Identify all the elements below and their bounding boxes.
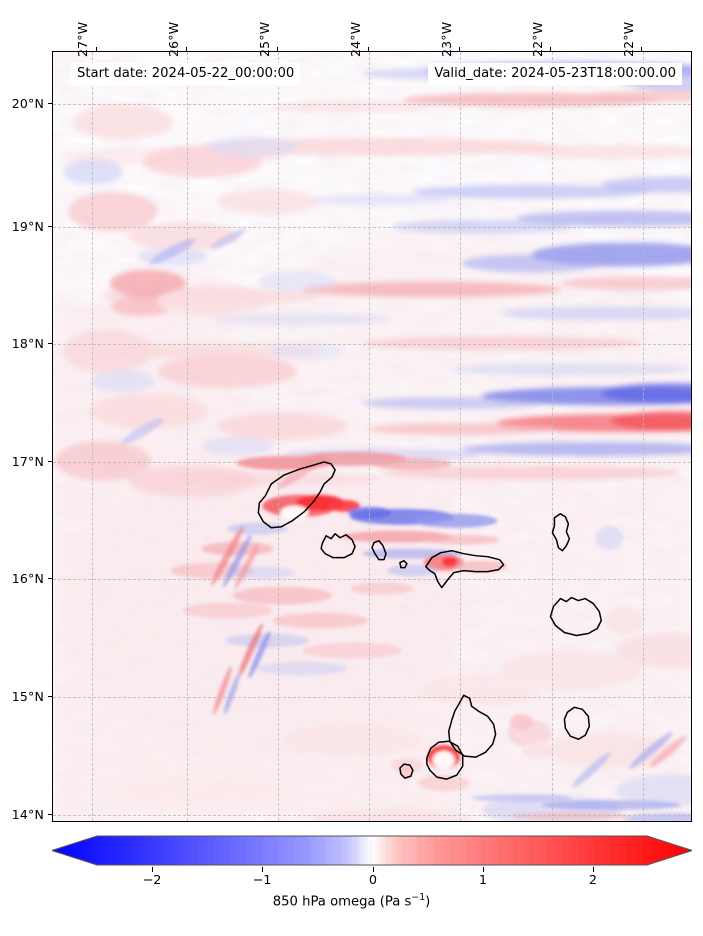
x-tick [96,47,97,51]
colorbar-tick [483,867,484,872]
x-tick [459,47,460,51]
x-tick [368,47,369,51]
start-date-annotation: Start date: 2024-05-22_00:00:00 [71,63,301,86]
x-tick-label: 22°W [530,21,545,57]
colorbar-title-exponent: −1 [411,892,426,903]
colorbar-tick-label: 0 [368,873,378,888]
y-tick-label: 16°N [11,571,44,586]
x-tick-label: 26°W [166,21,181,57]
y-tick-label: 20°N [11,96,44,111]
y-tick [48,461,52,462]
colorbar-title-tail: ) [425,894,431,910]
colorbar-tick [593,867,594,872]
y-tick [48,696,52,697]
x-tick-label: 22°W [621,21,636,57]
y-tick [48,226,52,227]
y-tick-label: 19°N [11,219,44,234]
colorbar-title: 850 hPa omega (Pa s−1) [0,892,703,909]
colorbar-tick [152,867,153,872]
x-tick [277,47,278,51]
omega-field-heatmap [53,52,691,821]
map-axes[interactable]: Start date: 2024-05-22_00:00:00 Valid_da… [52,51,692,822]
valid-date-annotation: Valid_date: 2024-05-23T18:00:00.00 [428,63,682,86]
x-tick-label: 24°W [348,21,363,57]
colorbar-tick [373,867,374,872]
x-tick-label: 27°W [75,21,90,57]
y-tick [48,578,52,579]
y-tick [48,343,52,344]
colorbar-tick-label: 2 [588,873,598,888]
colorbar[interactable]: −2 −1 0 1 2 [52,834,692,888]
x-tick [186,47,187,51]
x-tick-label: 23°W [439,21,454,57]
y-tick-label: 14°N [11,807,44,822]
y-tick [48,814,52,815]
y-tick-label: 17°N [11,454,44,469]
x-tick [641,47,642,51]
colorbar-tick [262,867,263,872]
colorbar-tick-label: 1 [478,873,488,888]
colorbar-title-main: 850 hPa omega (Pa s [272,894,412,910]
y-tick-label: 15°N [11,689,44,704]
colorbar-tick-label: −1 [252,873,272,888]
x-tick [550,47,551,51]
y-tick [48,103,52,104]
colorbar-tick-label: −2 [142,873,162,888]
x-tick-label: 25°W [257,21,272,57]
y-tick-label: 18°N [11,336,44,351]
